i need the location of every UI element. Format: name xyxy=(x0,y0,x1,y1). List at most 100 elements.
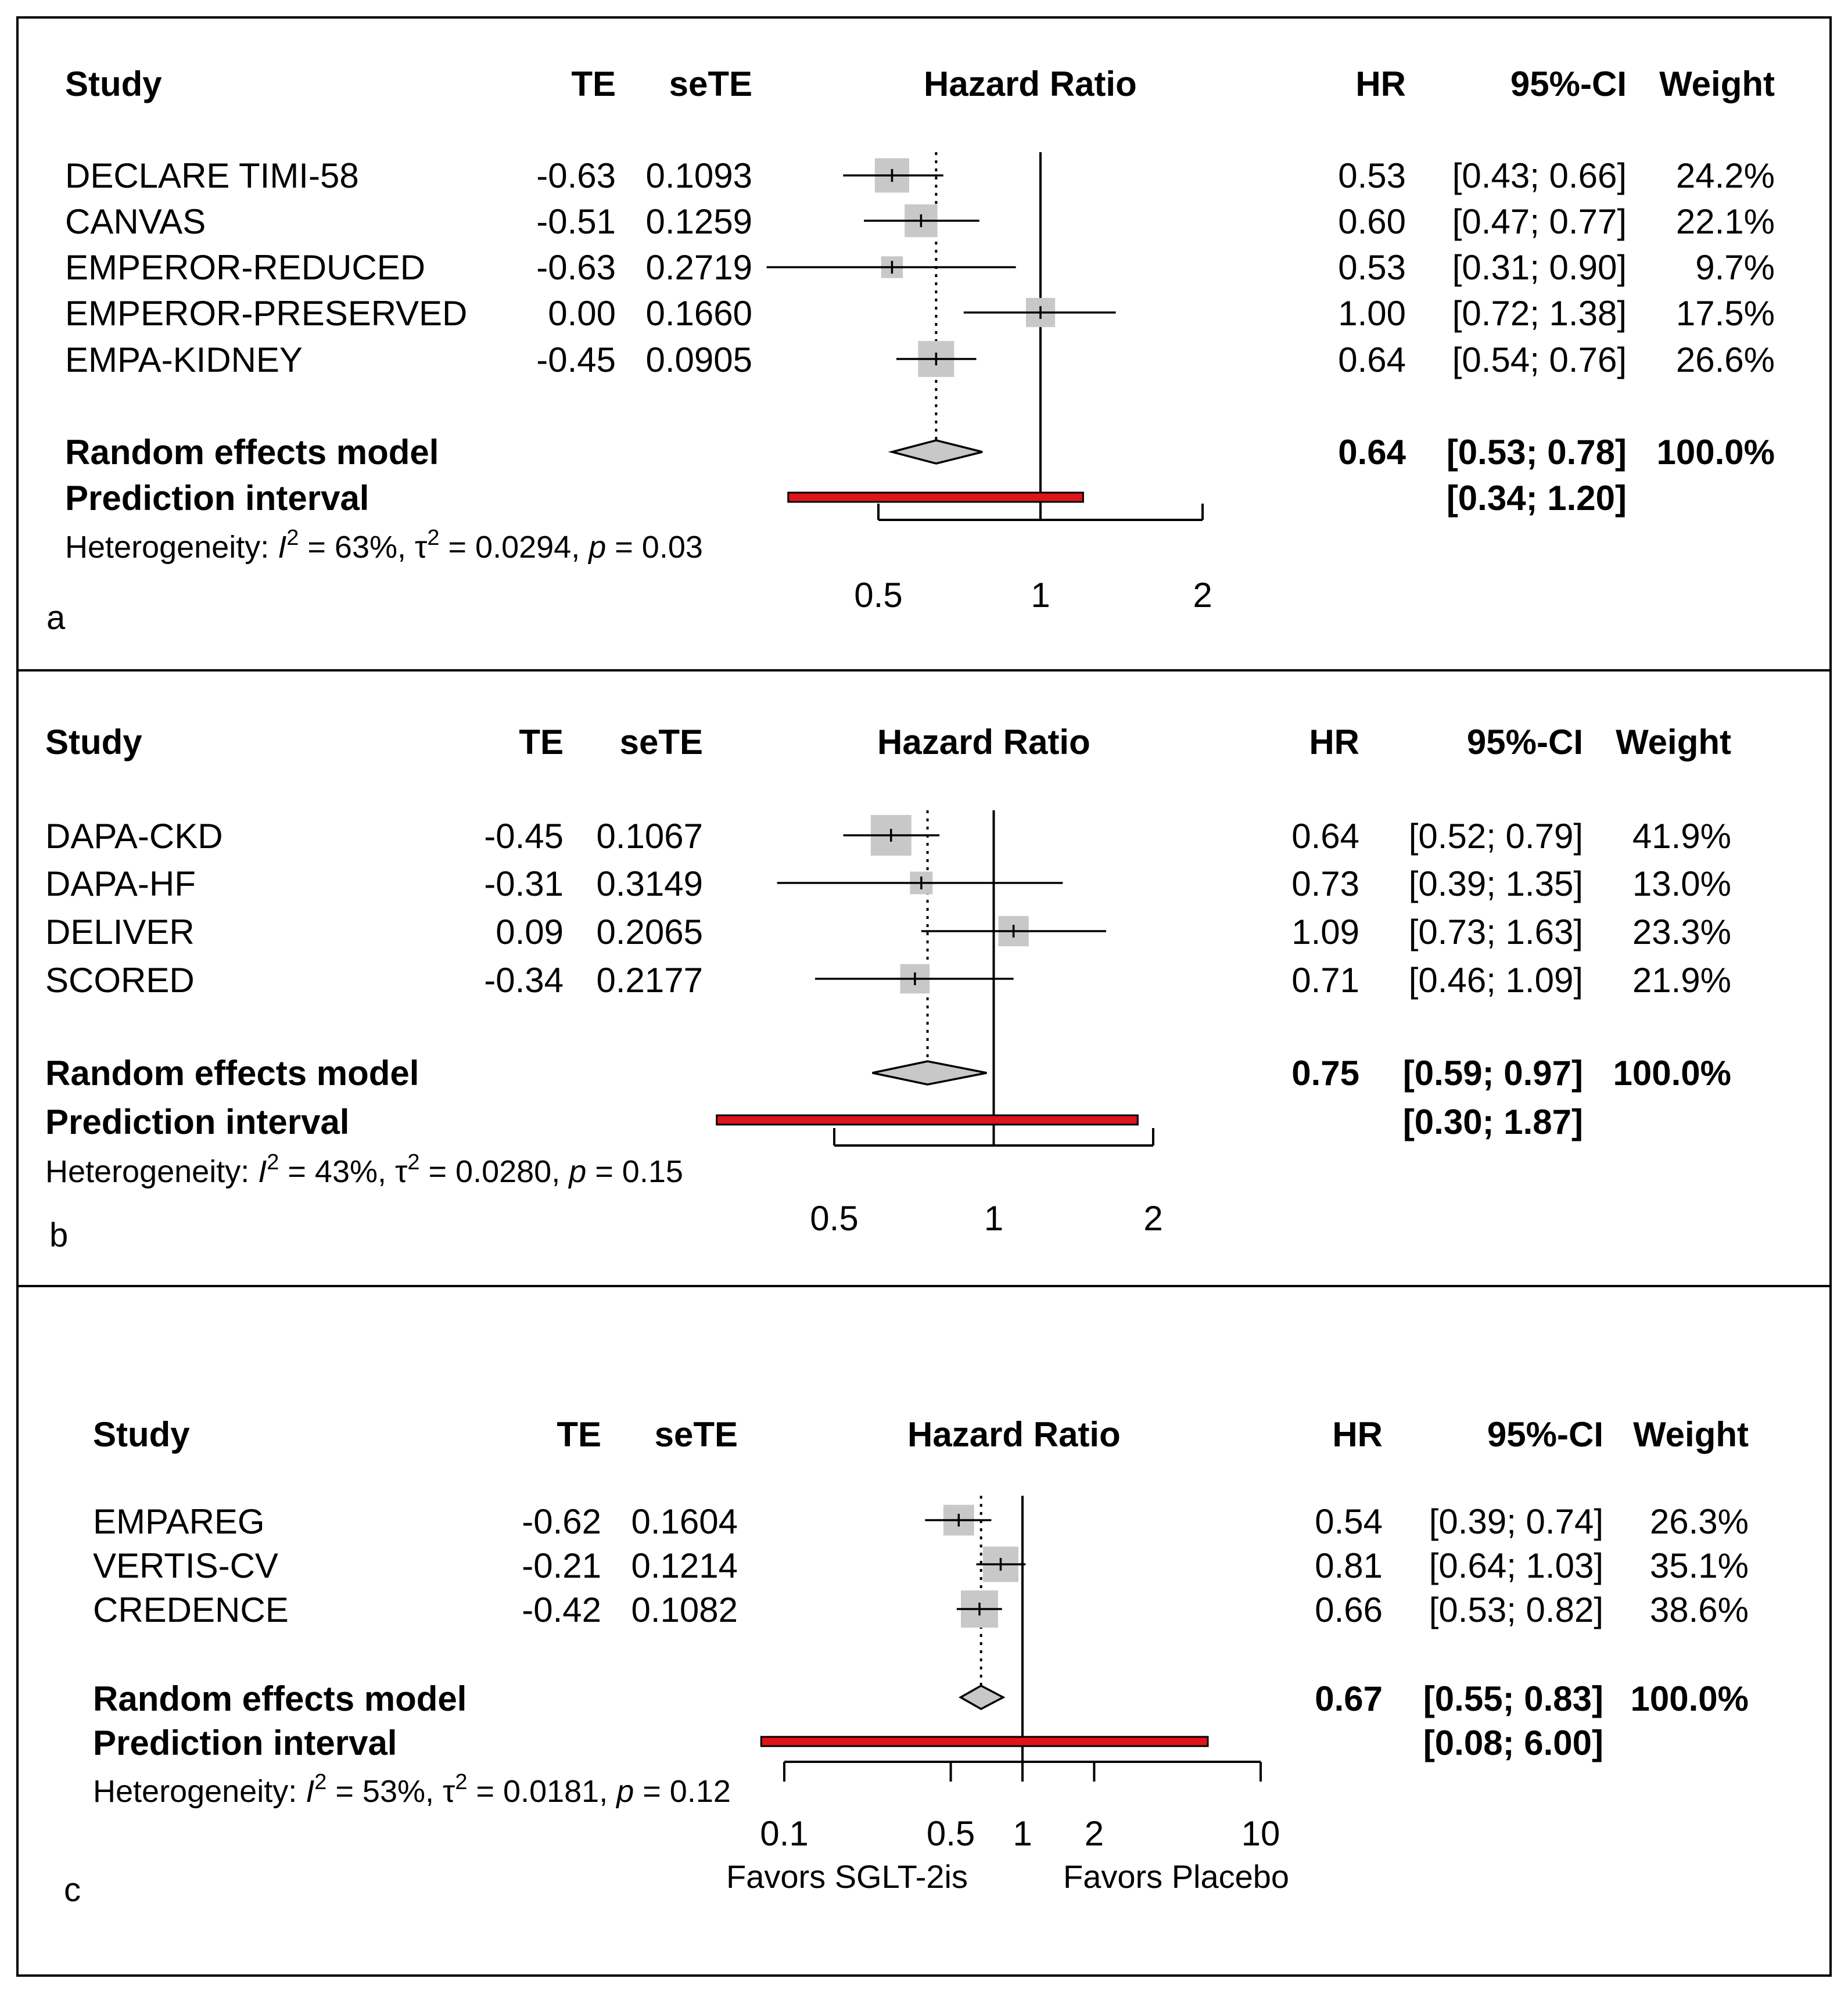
study-sete: 0.1660 xyxy=(645,294,752,333)
pooled-diamond xyxy=(888,439,983,465)
study-sete: 0.1082 xyxy=(631,1590,738,1629)
header-te: TE xyxy=(571,64,616,103)
study-weight: 26.6% xyxy=(1675,340,1775,379)
study-hr: 0.64 xyxy=(1291,817,1359,856)
study-ci: [0.39; 0.74] xyxy=(1429,1502,1603,1541)
study-hr: 0.64 xyxy=(1338,340,1406,379)
study-hr: 0.71 xyxy=(1291,961,1359,1000)
prediction-ci: [0.08; 6.00] xyxy=(1423,1723,1603,1762)
study-name: EMPAREG xyxy=(93,1502,265,1541)
study-te: 0.09 xyxy=(496,913,564,951)
header-study: Study xyxy=(65,64,162,103)
header-sete: seTE xyxy=(654,1415,738,1454)
panel-divider-bc xyxy=(16,1285,1832,1287)
study-te: -0.63 xyxy=(536,156,616,195)
study-weight: 13.0% xyxy=(1632,864,1731,903)
study-weight: 9.7% xyxy=(1695,248,1775,287)
header-sete: seTE xyxy=(669,64,752,103)
study-hr: 1.09 xyxy=(1291,913,1359,951)
header-te: TE xyxy=(519,723,564,762)
study-te: -0.45 xyxy=(484,817,564,856)
study-weight: 35.1% xyxy=(1649,1546,1749,1585)
study-name: DELIVER xyxy=(45,913,195,951)
x-axis-tick-label: 1 xyxy=(1031,576,1050,615)
x-axis-tick-label: 1 xyxy=(1013,1814,1032,1853)
x-axis-tick-label: 2 xyxy=(1085,1814,1104,1853)
study-name: EMPEROR-REDUCED xyxy=(65,248,426,287)
x-axis-tick-label: 0.5 xyxy=(927,1814,975,1853)
pooled-hr: 0.64 xyxy=(1338,433,1406,472)
x-axis-tick-label: 0.5 xyxy=(810,1199,858,1238)
study-ci: [0.39; 1.35] xyxy=(1408,864,1583,903)
header-weight: Weight xyxy=(1616,723,1731,762)
study-name: EMPA-KIDNEY xyxy=(65,340,303,379)
header-weight: Weight xyxy=(1659,64,1775,103)
pooled-weight: 100.0% xyxy=(1630,1679,1749,1718)
header-ci: 95%-CI xyxy=(1487,1415,1603,1454)
study-sete: 0.1093 xyxy=(645,156,752,195)
header-study: Study xyxy=(45,723,142,762)
panel-label: b xyxy=(49,1216,69,1254)
study-te: -0.62 xyxy=(522,1502,601,1541)
study-sete: 0.1214 xyxy=(631,1546,738,1585)
study-te: -0.21 xyxy=(522,1546,601,1585)
pooled-label: Random effects model xyxy=(45,1054,419,1093)
header-hr: HR xyxy=(1355,64,1406,103)
study-te: -0.45 xyxy=(536,340,616,379)
study-ci: [0.31; 0.90] xyxy=(1452,248,1627,287)
study-te: -0.63 xyxy=(536,248,616,287)
heterogeneity-stats: Heterogeneity: I2 = 43%, τ2 = 0.0280, p … xyxy=(45,1150,683,1189)
study-hr: 0.53 xyxy=(1338,248,1406,287)
panel-label: a xyxy=(46,599,66,637)
header-hazard-ratio: Hazard Ratio xyxy=(877,723,1090,762)
study-hr: 1.00 xyxy=(1338,294,1406,333)
study-te: -0.51 xyxy=(536,202,616,241)
study-sete: 0.0905 xyxy=(645,340,752,379)
favors-right-label: Favors Placebo xyxy=(1063,1858,1290,1895)
study-te: -0.42 xyxy=(522,1590,601,1629)
pooled-weight: 100.0% xyxy=(1613,1054,1732,1093)
study-hr: 0.81 xyxy=(1315,1546,1383,1585)
panel-divider-ab xyxy=(16,669,1832,671)
pooled-hr: 0.75 xyxy=(1291,1054,1359,1093)
heterogeneity-stats: Heterogeneity: I2 = 63%, τ2 = 0.0294, p … xyxy=(65,526,703,565)
prediction-label: Prediction interval xyxy=(93,1723,397,1762)
forest-plot-a: 0.5 1 2 xyxy=(766,152,1212,615)
header-hazard-ratio: Hazard Ratio xyxy=(907,1415,1121,1454)
x-axis-tick-label: 2 xyxy=(1143,1199,1162,1238)
header-ci: 95%-CI xyxy=(1466,723,1583,762)
pooled-ci: [0.53; 0.78] xyxy=(1446,433,1627,472)
study-name: EMPEROR-PRESERVED xyxy=(65,294,468,333)
pooled-ci: [0.55; 0.83] xyxy=(1423,1679,1603,1718)
x-axis-tick-label: 0.5 xyxy=(854,576,902,615)
study-ci: [0.46; 1.09] xyxy=(1408,961,1583,1000)
pooled-diamond xyxy=(872,1060,987,1086)
study-ci: [0.72; 1.38] xyxy=(1452,294,1627,333)
study-ci: [0.64; 1.03] xyxy=(1429,1546,1603,1585)
study-weight: 24.2% xyxy=(1675,156,1775,195)
study-weight: 21.9% xyxy=(1632,961,1731,1000)
study-sete: 0.1604 xyxy=(631,1502,738,1541)
x-axis-tick-label: 10 xyxy=(1241,1814,1280,1853)
prediction-interval-bar xyxy=(787,491,1084,503)
x-axis-tick-label: 0.1 xyxy=(760,1814,808,1853)
forest-plot-b: 0.5 1 2 xyxy=(716,810,1163,1238)
study-name: CANVAS xyxy=(65,202,206,241)
pooled-weight: 100.0% xyxy=(1656,433,1775,472)
pooled-label: Random effects model xyxy=(93,1679,467,1718)
study-sete: 0.3149 xyxy=(596,864,703,903)
favors-left-label: Favors SGLT-2is xyxy=(726,1858,968,1895)
study-name: DAPA-CKD xyxy=(45,817,223,856)
prediction-label: Prediction interval xyxy=(45,1103,350,1141)
prediction-label: Prediction interval xyxy=(65,479,369,518)
study-ci: [0.53; 0.82] xyxy=(1429,1590,1603,1629)
study-ci: [0.52; 0.79] xyxy=(1408,817,1583,856)
study-sete: 0.1067 xyxy=(596,817,703,856)
study-weight: 41.9% xyxy=(1632,817,1731,856)
study-name: CREDENCE xyxy=(93,1590,289,1629)
study-weight: 23.3% xyxy=(1632,913,1731,951)
forest-plot-c: 0.1 0.5 1 2 10 xyxy=(760,1496,1280,1853)
study-sete: 0.2177 xyxy=(596,961,703,1000)
study-hr: 0.60 xyxy=(1338,202,1406,241)
prediction-ci: [0.30; 1.87] xyxy=(1402,1103,1583,1141)
